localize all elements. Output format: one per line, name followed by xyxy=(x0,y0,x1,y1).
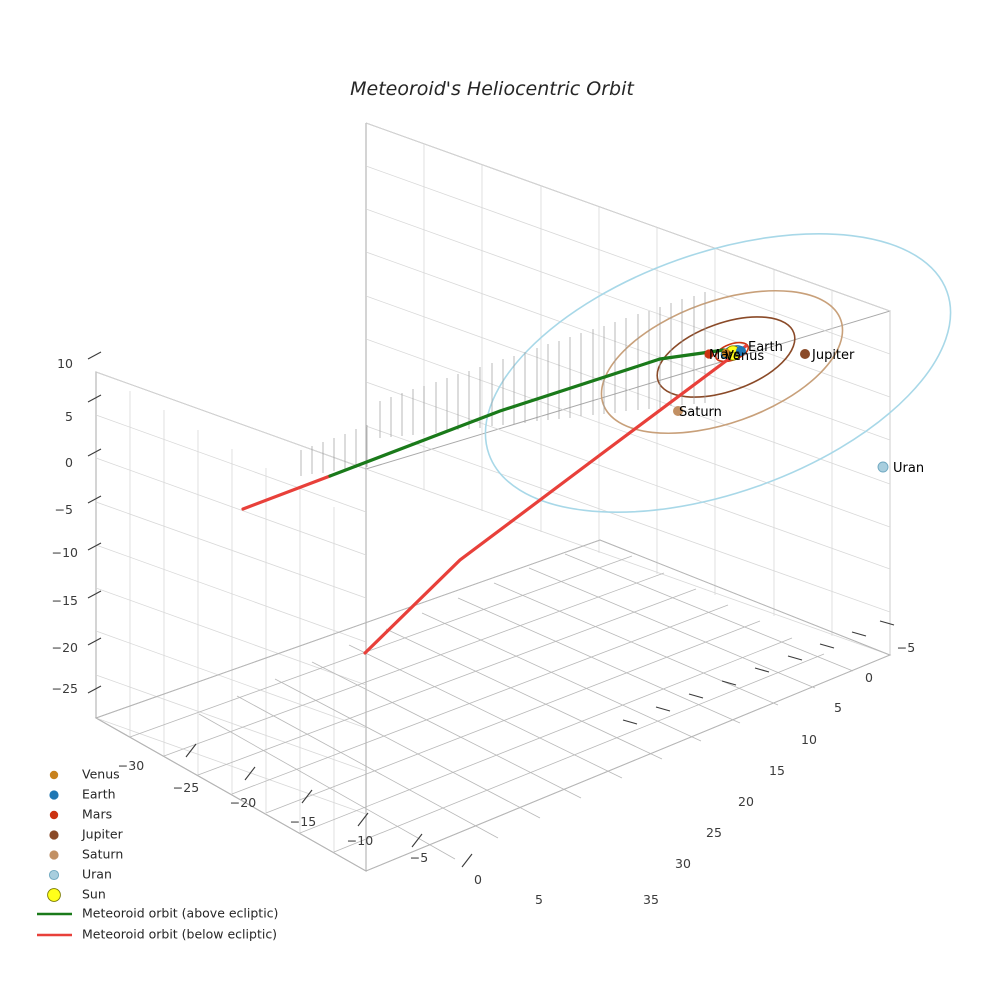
z-axis: 10 5 0 −5 −10 −15 −20 −25 xyxy=(52,351,102,696)
legend-label-uran: Uran xyxy=(82,867,112,882)
floor-pane xyxy=(94,539,892,872)
z-tick-label: −25 xyxy=(52,681,78,696)
legend-marker-mars xyxy=(49,810,59,820)
y-axis: −5 0 5 10 15 20 25 30 35 xyxy=(622,620,915,907)
legend-label-below-ecliptic: Meteoroid orbit (below ecliptic) xyxy=(82,927,277,942)
y-tick-label: 35 xyxy=(643,892,659,907)
legend-label-saturn: Saturn xyxy=(82,847,123,862)
legend-marker-jupiter xyxy=(49,830,59,840)
y-tick-label: 15 xyxy=(769,763,785,778)
uranus-orbit-ellipse xyxy=(484,233,952,513)
legend-marker-venus xyxy=(49,770,59,780)
legend-label-sun: Sun xyxy=(82,887,106,902)
meteoroid-above-ecliptic xyxy=(328,348,726,478)
trajectory-stem-lines xyxy=(300,292,706,476)
page-title: Meteoroid's Heliocentric Orbit xyxy=(350,78,635,100)
planet-markers xyxy=(673,345,889,473)
uranus-marker xyxy=(877,461,889,473)
legend-marker-sun xyxy=(47,888,61,902)
label-earth: Earth xyxy=(748,340,783,355)
earth-marker xyxy=(736,346,746,356)
meteoroid-below-ecliptic-tail xyxy=(241,474,332,511)
x-tick-label: 5 xyxy=(535,892,543,907)
legend-label-mars: Mars xyxy=(82,807,112,822)
z-tick-label: −5 xyxy=(55,502,73,517)
venus-marker xyxy=(721,348,731,358)
y-tick-label: 5 xyxy=(834,700,842,715)
label-jupiter: Jupiter xyxy=(811,348,855,363)
jupiter-orbit-ellipse xyxy=(656,316,796,398)
legend-label-earth: Earth xyxy=(82,787,116,802)
saturn-orbit-ellipse xyxy=(600,289,844,435)
axes-3d-panes xyxy=(94,122,892,872)
x-tick-label: −15 xyxy=(290,814,316,829)
meteoroid-below-ecliptic-outbound xyxy=(363,344,748,655)
y-tick-label: 10 xyxy=(801,732,817,747)
y-tick-label: −5 xyxy=(897,640,915,655)
x-tick-label: −25 xyxy=(173,780,199,795)
legend-marker-saturn xyxy=(49,850,59,860)
z-tick-label: −10 xyxy=(52,545,78,560)
y-tick-label: 30 xyxy=(675,856,691,871)
label-uran: Uran xyxy=(893,461,924,476)
mars-marker xyxy=(704,349,714,359)
x-tick-label: −5 xyxy=(410,850,428,865)
z-tick-label: 5 xyxy=(65,409,73,424)
legend: Venus Earth Mars Jupiter Saturn Uran Sun… xyxy=(37,767,278,942)
left-back-wall xyxy=(95,371,367,872)
legend-marker-earth xyxy=(49,790,59,800)
z-tick-label: −20 xyxy=(52,640,78,655)
y-tick-label: 25 xyxy=(706,825,722,840)
label-mars: Mars xyxy=(709,348,741,363)
jupiter-marker xyxy=(800,349,810,359)
x-axis: −30 −25 −20 −15 −10 −5 0 5 xyxy=(118,743,543,907)
legend-label-above-ecliptic: Meteoroid orbit (above ecliptic) xyxy=(82,906,278,921)
saturn-marker xyxy=(673,406,683,416)
label-venus: Venus xyxy=(725,349,764,364)
x-tick-label: −30 xyxy=(118,758,144,773)
x-tick-label: 0 xyxy=(474,872,482,887)
z-tick-label: 10 xyxy=(57,356,73,371)
legend-marker-uran xyxy=(48,869,60,881)
z-tick-label: 0 xyxy=(65,455,73,470)
z-tick-label: −15 xyxy=(52,593,78,608)
planet-labels: Earth Mars Venus Jupiter Saturn Uran xyxy=(679,340,924,476)
x-tick-label: −20 xyxy=(230,795,256,810)
meteoroid-trajectory xyxy=(241,344,748,655)
legend-label-venus: Venus xyxy=(82,767,120,782)
y-tick-label: 0 xyxy=(865,670,873,685)
y-tick-label: 20 xyxy=(738,794,754,809)
legend-label-jupiter: Jupiter xyxy=(81,827,124,842)
label-saturn: Saturn xyxy=(679,405,722,420)
x-tick-label: −10 xyxy=(347,833,373,848)
